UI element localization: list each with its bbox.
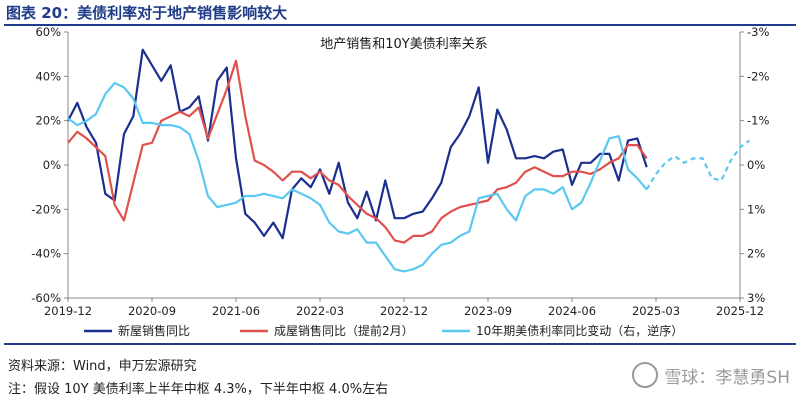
y-left-tick-label: 40% bbox=[35, 69, 61, 83]
x-tick-label: 2021-06 bbox=[212, 304, 260, 318]
title-divider bbox=[4, 24, 796, 26]
legend-label: 10年期美债利率同比变动（右，逆序） bbox=[476, 323, 683, 338]
figure-title: 图表 20：美债利率对于地产销售影响较大 bbox=[6, 4, 288, 22]
y-right-tick-label: 3% bbox=[747, 291, 765, 305]
x-tick-label: 2022-03 bbox=[296, 304, 344, 318]
y-left-tick-label: -40% bbox=[31, 247, 61, 261]
series-line-1 bbox=[67, 59, 648, 244]
series-line-3 bbox=[645, 139, 750, 190]
series-line-0 bbox=[67, 48, 648, 240]
y-left-tick-label: 0% bbox=[43, 158, 61, 172]
x-tick-label: 2022-12 bbox=[380, 304, 428, 318]
footer-divider bbox=[4, 343, 796, 345]
x-tick-label: 2024-06 bbox=[548, 304, 596, 318]
y-right-ticks: -3% -2% -1% 0% 1% 2% 3% bbox=[740, 25, 769, 305]
y-left-tick-label: 20% bbox=[35, 114, 61, 128]
source-note: 资料来源：Wind，申万宏源研究 bbox=[8, 359, 197, 374]
legend-label: 成屋销售同比（提前2月） bbox=[274, 323, 414, 338]
chart-area: 地产销售和10Y美债利率关系 60% 40% 20% 0% -20% -40% -60% -… bbox=[31, 25, 769, 338]
snowball-logo-icon bbox=[632, 362, 659, 388]
y-right-tick-label: 1% bbox=[747, 202, 765, 216]
y-right-tick-label: -3% bbox=[747, 25, 769, 39]
y-left-tick-label: 60% bbox=[35, 25, 61, 39]
watermark: 雪球：李慧勇SH bbox=[632, 362, 790, 388]
series-lines bbox=[67, 48, 750, 273]
x-axis-ticks: 2019-12 2020-09 2021-06 2022-03 2022-12 2023-… bbox=[44, 298, 764, 318]
assumption-note: 注：假设 10Y 美债利率上半年中枢 4.3%，下半年中枢 4.0%左右 bbox=[8, 382, 389, 397]
x-tick-label: 2019-12 bbox=[44, 304, 92, 318]
y-right-tick-label: -1% bbox=[747, 114, 769, 128]
watermark-text: 雪球：李慧勇SH bbox=[664, 367, 790, 388]
x-tick-label: 2025-03 bbox=[632, 304, 680, 318]
x-tick-label: 2023-09 bbox=[464, 304, 512, 318]
y-left-tick-label: -60% bbox=[31, 291, 61, 305]
x-tick-label: 2025-12 bbox=[716, 304, 764, 318]
legend-label: 新屋销售同比 bbox=[118, 323, 190, 338]
series-line-2 bbox=[67, 81, 648, 273]
y-left-tick-label: -20% bbox=[31, 202, 61, 216]
y-right-tick-label: 2% bbox=[747, 247, 765, 261]
y-right-tick-label: -2% bbox=[747, 69, 769, 83]
x-tick-label: 2020-09 bbox=[128, 304, 176, 318]
y-right-tick-label: 0% bbox=[747, 158, 765, 172]
legend: 新屋销售同比 成屋销售同比（提前2月） 10年期美债利率同比变动（右，逆序） bbox=[84, 323, 683, 338]
y-left-ticks: 60% 40% 20% 0% -20% -40% -60% bbox=[31, 25, 68, 305]
chart-inner-title: 地产销售和10Y美债利率关系 bbox=[320, 36, 487, 52]
